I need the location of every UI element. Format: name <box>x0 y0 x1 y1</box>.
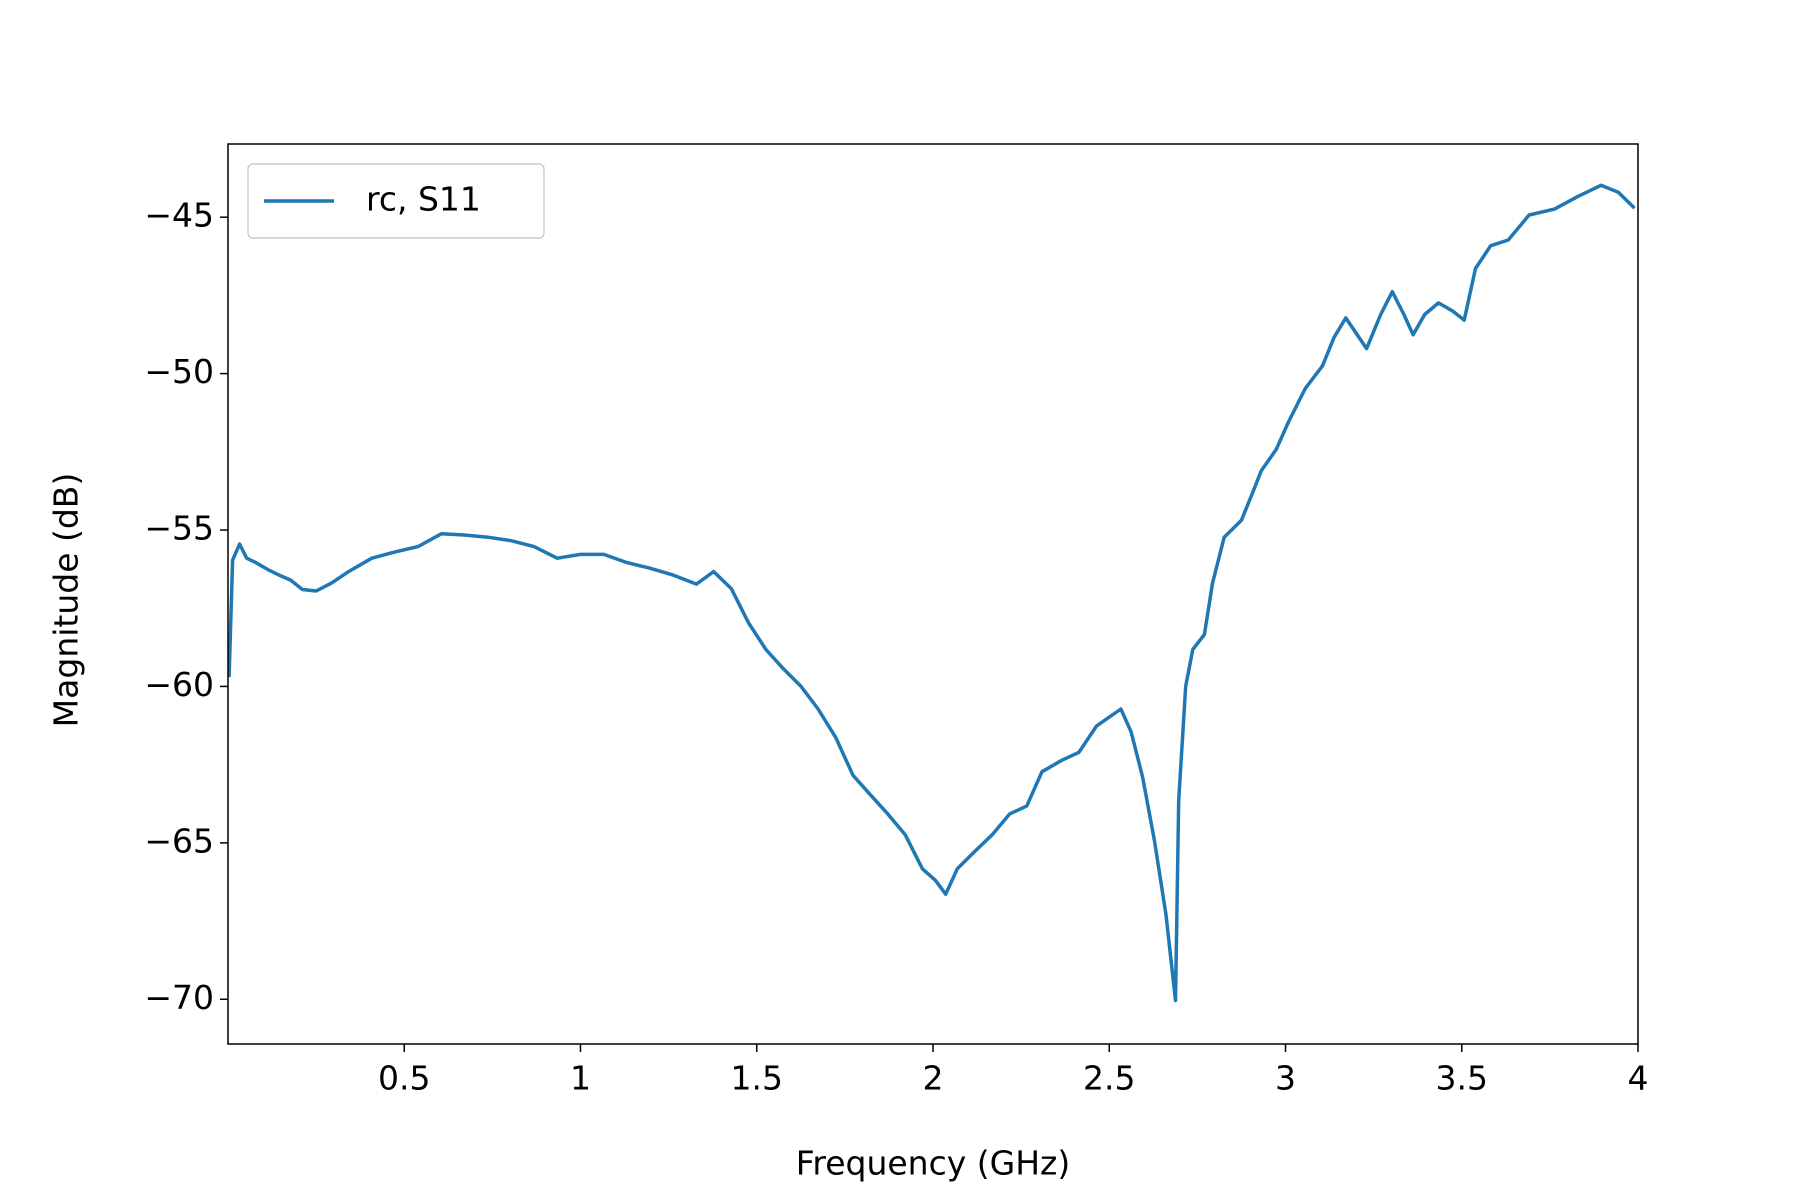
x-axis-label: Frequency (GHz) <box>796 1144 1070 1183</box>
x-tick-label: 4 <box>1628 1059 1649 1098</box>
x-tick-label: 1.5 <box>731 1059 783 1098</box>
x-tick-label: 3.5 <box>1436 1059 1488 1098</box>
y-tick-label: −60 <box>144 665 214 704</box>
x-tick-label: 1 <box>570 1059 591 1098</box>
x-tick-label: 0.5 <box>378 1059 430 1098</box>
data-line <box>227 183 1636 1003</box>
y-tick-label: −50 <box>144 352 214 391</box>
y-tick-label: −65 <box>144 821 214 860</box>
legend-label: rc, S11 <box>366 180 481 219</box>
plot-frame <box>227 143 1639 1045</box>
y-tick-label: −55 <box>144 509 214 548</box>
x-tick-label: 2 <box>923 1059 944 1098</box>
y-tick-label: −70 <box>144 978 214 1017</box>
y-axis-label: Magnitude (dB) <box>47 473 86 728</box>
x-tick-label: 2.5 <box>1083 1059 1135 1098</box>
y-tick-label: −45 <box>144 196 214 235</box>
legend-box <box>247 163 545 239</box>
x-tick-label: 3 <box>1275 1059 1296 1098</box>
